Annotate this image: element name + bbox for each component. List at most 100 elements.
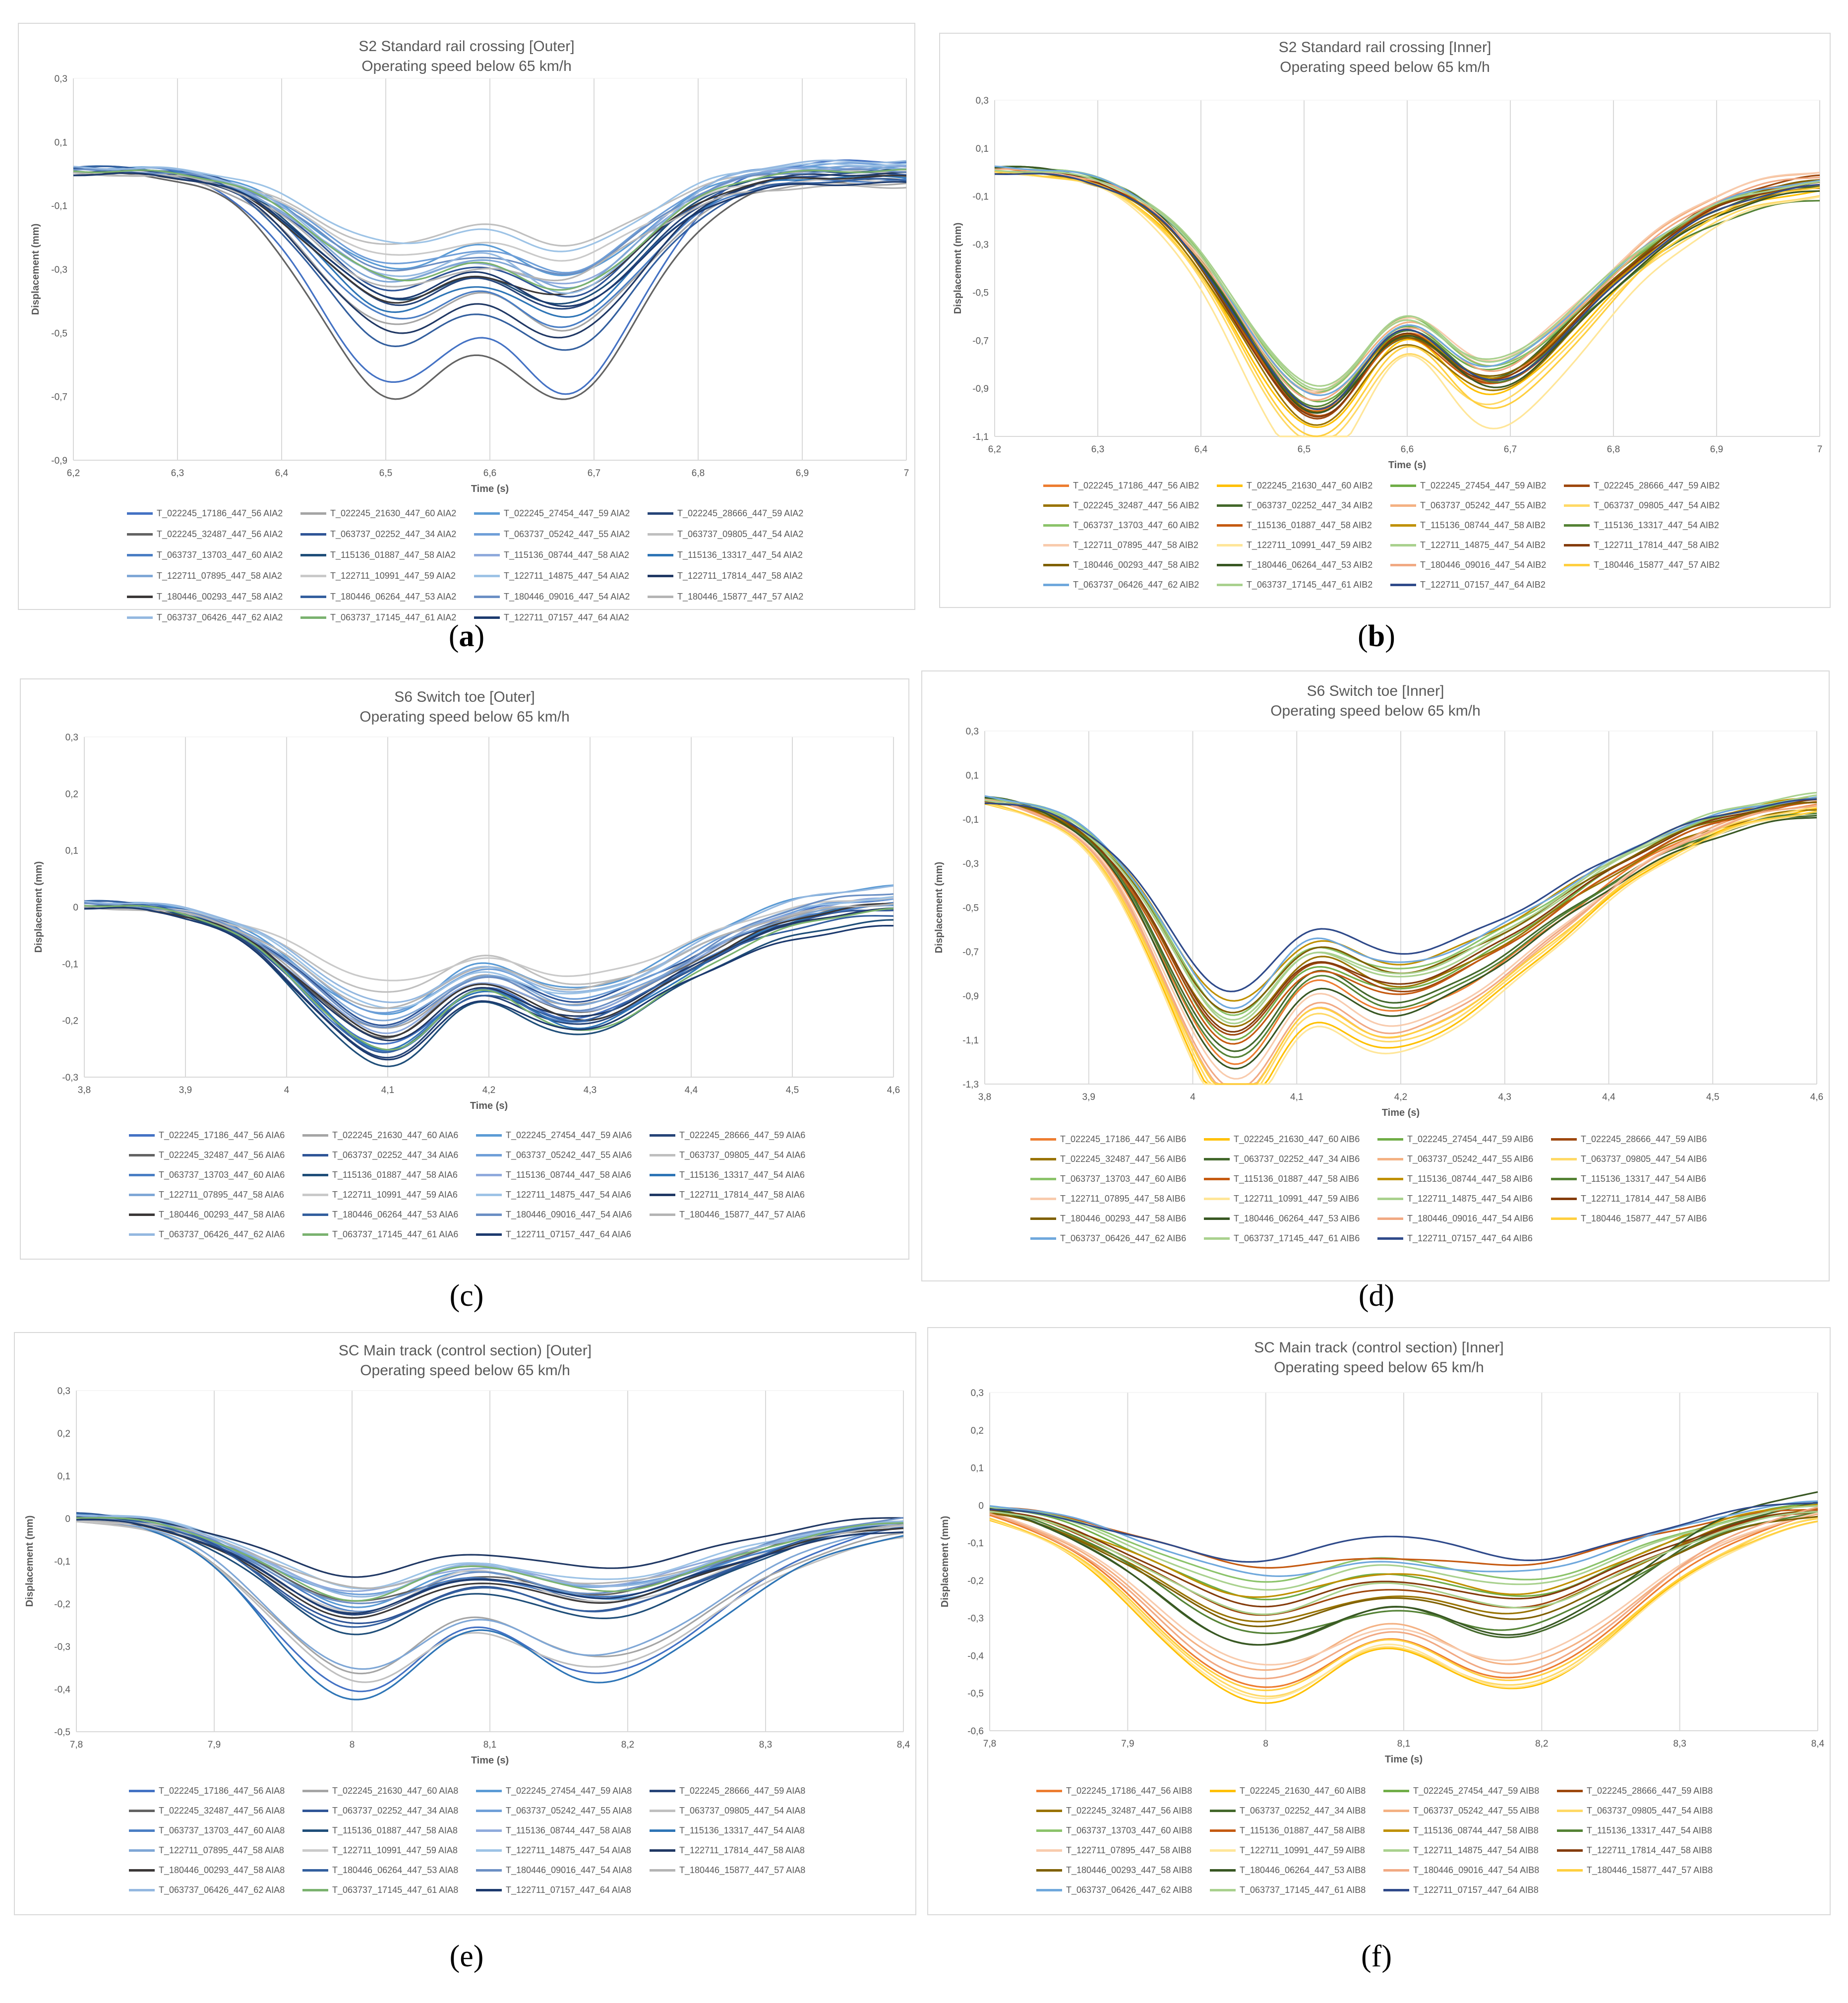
series-line [76, 1514, 904, 1590]
legend-entry: T_022245_21630_447_60 AIA6 [302, 1128, 471, 1143]
y-tick-label: 0,3 [55, 74, 67, 84]
y-tick-label: -0,4 [54, 1685, 70, 1695]
legend-entry: T_180446_00293_447_58 AIA8 [129, 1863, 298, 1878]
x-tick-label: 6,3 [171, 468, 184, 479]
y-axis-label: Displacement (mm) [934, 862, 945, 954]
x-tick-label: 6,6 [1401, 444, 1414, 455]
legend-entry: T_063737_17145_447_61 AIA2 [300, 610, 469, 625]
legend-entry: T_022245_32487_447_56 AIA8 [129, 1803, 298, 1818]
legend-swatch [1217, 563, 1243, 566]
legend-entry: T_115136_01887_447_58 AIB6 [1204, 1171, 1372, 1186]
caption-a: (a) [448, 619, 485, 653]
legend-label: T_122711_07157_447_64 AIA8 [506, 1884, 631, 1895]
legend-entry: T_180446_00293_447_58 AIB6 [1030, 1211, 1199, 1226]
legend-entry: T_115136_13317_447_54 AIB8 [1557, 1823, 1726, 1838]
legend-entry: T_063737_13703_447_60 AIA6 [129, 1167, 298, 1182]
legend-swatch [302, 1173, 328, 1176]
x-tick-label: 4,3 [584, 1085, 596, 1095]
series-line [989, 1518, 1818, 1700]
x-tick-label: 7 [1817, 444, 1823, 455]
series-line [76, 1515, 904, 1604]
chart-plot: 6,2 6,3 6,4 6,5 6,6 6,7 6,8 6,9 7 0,3 0,1 -0,1 -0,3 -… [30, 74, 909, 494]
legend-label: T_180446_09016_447_54 AIA8 [506, 1865, 632, 1875]
legend-label: T_063737_13703_447_60 AIB2 [1073, 520, 1199, 530]
y-tick-label: -0,6 [967, 1726, 984, 1737]
series-line [994, 173, 1820, 410]
legend-swatch [1564, 504, 1590, 507]
legend-swatch [650, 1134, 675, 1137]
legend-swatch [1030, 1138, 1056, 1141]
x-tick-label: 8 [1263, 1739, 1268, 1749]
legend-label: T_022245_28666_447_59 AIB2 [1594, 480, 1720, 490]
legend-entry: T_115136_01887_447_58 AIB8 [1210, 1823, 1378, 1838]
legend-entry: T_115136_13317_447_54 AIA8 [650, 1823, 818, 1838]
legend-entry: T_063737_17145_447_61 AIB8 [1210, 1882, 1378, 1897]
y-tick-label: -0,2 [62, 1016, 78, 1027]
caption-e: (e) [449, 1940, 484, 1973]
legend-label: T_022245_21630_447_60 AIB8 [1240, 1785, 1366, 1796]
legend-swatch [476, 1829, 502, 1832]
series-line [989, 1503, 1818, 1600]
legend-label: T_022245_27454_447_59 AIA8 [506, 1785, 632, 1796]
series-line [73, 168, 907, 291]
x-tick-label: 7 [904, 468, 909, 479]
legend-swatch [474, 512, 500, 515]
legend-swatch [1557, 1849, 1583, 1852]
x-tick-label: 4 [1190, 1092, 1195, 1102]
legend-entry: T_022245_21630_447_60 AIB6 [1204, 1132, 1372, 1147]
legend-label: T_063737_17145_447_61 AIA8 [332, 1884, 459, 1895]
y-tick-label: -0,9 [51, 456, 67, 466]
legend-swatch [650, 1829, 675, 1832]
legend-label: T_122711_17814_447_58 AIB2 [1594, 540, 1719, 550]
legend-swatch [1043, 563, 1069, 566]
legend-entry: T_115136_08744_447_58 AIB2 [1390, 518, 1559, 533]
legend-entry: T_180446_15877_447_57 AIA8 [650, 1863, 818, 1878]
legend-entry: T_180446_06264_447_53 AIA8 [302, 1863, 471, 1878]
legend-swatch [1217, 484, 1243, 487]
series-line [994, 171, 1820, 437]
series-line [73, 172, 907, 307]
y-tick-label: 0 [65, 1514, 70, 1524]
legend-entry: T_063737_17145_447_61 AIA6 [302, 1227, 471, 1242]
legend-entry: T_063737_05242_447_55 AIA8 [476, 1803, 645, 1818]
x-axis-label: Time (s) [471, 484, 509, 494]
legend-label: T_180446_00293_447_58 AIB6 [1060, 1213, 1187, 1223]
x-tick-label: 4,4 [1602, 1092, 1615, 1102]
legend-entry: T_180446_09016_447_54 AIB8 [1383, 1863, 1552, 1878]
legend-label: T_115136_13317_447_54 AIB6 [1581, 1173, 1706, 1184]
legend-swatch [648, 595, 673, 598]
legend-label: T_122711_14875_447_54 AIA6 [506, 1189, 631, 1200]
legend-entry: T_022245_17186_447_56 AIB6 [1030, 1132, 1199, 1147]
legend-swatch [1036, 1809, 1062, 1812]
y-axis-label: Displacement (mm) [953, 223, 963, 314]
chart-title: S6 Switch toe [Inner] [1307, 683, 1444, 699]
legend-swatch [1383, 1869, 1409, 1872]
legend-entry: T_180446_15877_447_57 AIB6 [1551, 1211, 1720, 1226]
legend-entry: T_180446_09016_447_54 AIB6 [1377, 1211, 1546, 1226]
chart-panel-b: S2 Standard rail crossing [Inner] Operat… [939, 33, 1831, 608]
chart-title: S2 Standard rail crossing [Inner] [1278, 39, 1491, 56]
x-tick-label: 4,3 [1498, 1092, 1511, 1102]
legend-label: T_122711_07895_447_58 AIA6 [159, 1189, 284, 1200]
legend-label: T_115136_13317_447_54 AIB8 [1587, 1825, 1712, 1835]
x-tick-label: 7,8 [70, 1740, 83, 1750]
legend-label: T_063737_06426_447_62 AIA8 [159, 1884, 285, 1895]
series-line [989, 1508, 1818, 1623]
legend-label: T_180446_06264_447_53 AIA2 [330, 591, 457, 602]
series-line [989, 1517, 1818, 1704]
legend-swatch [1383, 1888, 1409, 1891]
legend-entry: T_122711_17814_447_58 AIA2 [648, 568, 816, 583]
legend-label: T_115136_08744_447_58 AIA8 [506, 1825, 631, 1835]
legend-entry: T_022245_27454_447_59 AIA6 [476, 1128, 645, 1143]
legend-swatch [474, 533, 500, 536]
y-axis-label: Displacement (mm) [24, 1516, 35, 1607]
legend-swatch [1390, 504, 1416, 507]
legend-entry: T_122711_07157_447_64 AIA6 [476, 1227, 645, 1242]
legend-entry: T_122711_07157_447_64 AIB6 [1377, 1231, 1546, 1246]
legend-entry: T_063737_05242_447_55 AIA2 [474, 527, 643, 542]
legend-entry: T_122711_10991_447_59 AIA8 [302, 1843, 471, 1858]
legend-swatch [1383, 1849, 1409, 1852]
legend-entry: T_180446_00293_447_58 AIB8 [1036, 1863, 1205, 1878]
legend-label: T_122711_07895_447_58 AIB2 [1073, 540, 1198, 550]
legend-swatch [1210, 1869, 1236, 1872]
